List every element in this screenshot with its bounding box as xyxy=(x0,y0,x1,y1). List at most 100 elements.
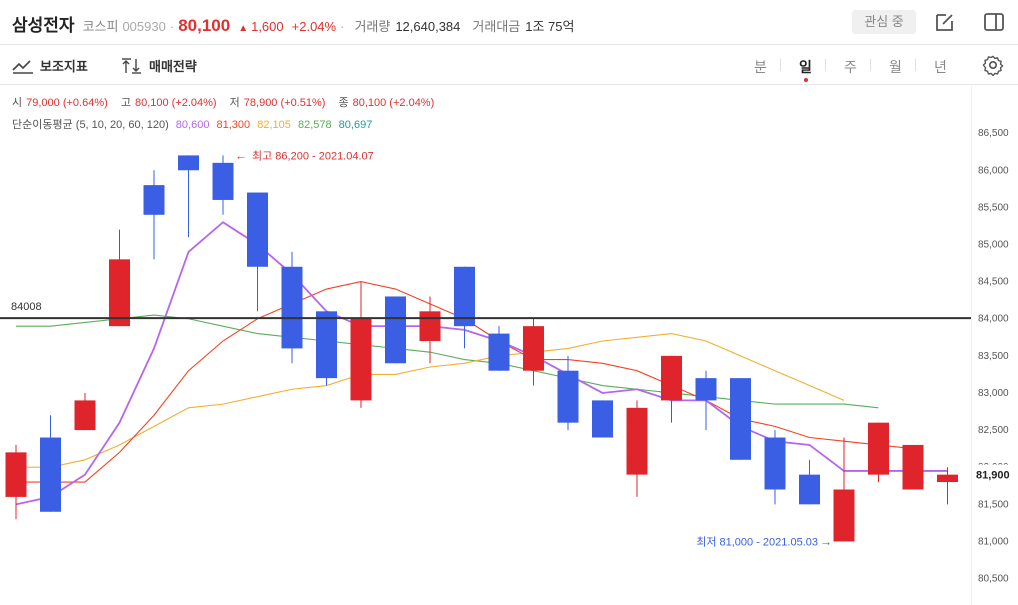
period-divider xyxy=(780,59,781,71)
y-tick-label: 86,500 xyxy=(978,128,1009,139)
y-tick-label: 82,500 xyxy=(978,425,1009,436)
candle-down xyxy=(488,333,510,371)
ma20-value: 82,105 xyxy=(257,119,291,131)
close-value: 80,100 (+2.04%) xyxy=(352,97,435,109)
candle-down xyxy=(730,378,751,460)
up-down-arrows-icon xyxy=(122,57,141,74)
max-arrow-icon: ← xyxy=(235,148,247,162)
y-tick-label: 83,000 xyxy=(978,388,1009,399)
candle-up xyxy=(833,489,855,542)
strategy-label: 매매전략 xyxy=(149,59,197,74)
y-axis-divider xyxy=(971,86,972,605)
period-year[interactable]: 년 xyxy=(934,59,947,75)
separator-dot: · xyxy=(340,19,345,34)
candle-down xyxy=(247,192,268,267)
last-price-label: 81,900 xyxy=(976,470,1010,482)
up-arrow-icon: ▲ xyxy=(238,23,249,34)
y-tick-label: 81,000 xyxy=(978,536,1009,547)
max-price-annotation: 최고 86,200 - 2021.04.07 xyxy=(252,149,374,162)
candle-up xyxy=(937,474,958,483)
last-price-tag xyxy=(972,464,1018,485)
price-change: 1,600 xyxy=(251,19,284,34)
ma120-value: 80,697 xyxy=(338,119,373,131)
candlestick-chart[interactable]: 80,50081,00081,50082,00082,50083,00083,5… xyxy=(0,86,1018,605)
y-tick-label: 80,500 xyxy=(978,574,1009,585)
close-label: 종 xyxy=(338,97,349,109)
period-divider xyxy=(915,59,916,71)
period-minute[interactable]: 분 xyxy=(754,59,767,75)
candle-down xyxy=(212,162,234,200)
separator-dot: · xyxy=(169,19,175,34)
strategy-button[interactable]: 매매전략 xyxy=(121,56,197,75)
interest-button[interactable]: 관심 중 xyxy=(852,10,916,34)
stock-name: 삼성전자 xyxy=(12,16,75,35)
candle-down xyxy=(178,155,199,171)
ohlc-info: 시 79,000 (+0.64%) 고 80,100 (+2.04%) 저 78,90… xyxy=(12,94,438,110)
layout-icon[interactable] xyxy=(982,10,1006,34)
low-value: 78,900 (+0.51%) xyxy=(243,97,326,109)
stock-header: 삼성전자 코스피 005930 · 80,100 ▲ 1,600 +2.04% … xyxy=(0,0,1018,45)
active-period-dot xyxy=(804,78,808,82)
edit-icon[interactable] xyxy=(933,10,957,34)
candle-down xyxy=(143,185,165,215)
candle-down xyxy=(557,370,579,423)
line-chart-icon xyxy=(12,59,33,74)
ma-label: 단순이동평균 (5, 10, 20, 60, 120) xyxy=(12,119,169,131)
ma5-line xyxy=(15,221,948,506)
y-tick-label: 85,500 xyxy=(978,202,1009,213)
period-week[interactable]: 주 xyxy=(844,59,857,75)
candle-up xyxy=(523,326,544,371)
candle-down xyxy=(764,437,786,490)
volume-label: 거래량 xyxy=(354,19,391,34)
settings-gear-icon[interactable] xyxy=(982,54,1004,81)
y-tick-label: 85,000 xyxy=(978,239,1009,250)
low-label: 저 xyxy=(229,97,240,109)
market-name: 코스피 xyxy=(82,19,119,34)
candle-down xyxy=(40,437,61,512)
high-value: 80,100 (+2.04%) xyxy=(134,97,217,109)
candle-up xyxy=(902,444,924,490)
candle-up xyxy=(868,422,889,475)
open-label: 시 xyxy=(12,97,23,109)
candle-up xyxy=(5,452,27,497)
candle-up xyxy=(419,311,441,342)
current-price: 80,100 xyxy=(178,16,231,35)
ma-info: 단순이동평균 (5, 10, 20, 60, 120) 80,600 81,30… xyxy=(12,116,376,132)
y-tick-label: 83,500 xyxy=(978,351,1009,362)
stock-code: 005930 xyxy=(122,19,166,34)
y-tick-label: 81,500 xyxy=(978,499,1009,510)
candle-up xyxy=(109,259,130,327)
candle-down xyxy=(799,474,820,505)
candle-down xyxy=(281,266,303,349)
indicator-button[interactable]: 보조지표 xyxy=(12,56,88,75)
ma10-value: 81,300 xyxy=(216,119,251,131)
y-tick-label: 84,500 xyxy=(978,277,1009,288)
ma60-value: 82,578 xyxy=(297,119,332,131)
min-arrow-icon: → xyxy=(820,534,832,548)
amount-value: 1조 75억 xyxy=(525,19,575,34)
candle-up xyxy=(74,400,96,431)
indicator-label: 보조지표 xyxy=(40,59,88,74)
amount-label: 거래대금 xyxy=(472,19,521,34)
chart-toolbar: 보조지표 매매전략 분 일 주 월 년 xyxy=(0,45,1018,85)
candle-down xyxy=(385,296,406,364)
period-divider xyxy=(870,59,871,71)
open-value: 79,000 (+0.64%) xyxy=(26,97,108,109)
price-change-pct: +2.04% xyxy=(291,19,337,34)
period-divider xyxy=(825,59,826,71)
reference-line-label: 84008 xyxy=(11,301,42,313)
candle-up xyxy=(661,355,682,401)
y-tick-label: 84,000 xyxy=(978,314,1009,325)
ma20-line xyxy=(16,333,845,468)
volume-value: 12,640,384 xyxy=(395,19,461,34)
stock-info-row: 삼성전자 코스피 005930 · 80,100 ▲ 1,600 +2.04% … xyxy=(12,11,574,36)
ma5-value: 80,600 xyxy=(175,119,210,131)
y-tick-label: 86,000 xyxy=(978,165,1009,176)
candle-down xyxy=(695,378,717,401)
period-day[interactable]: 일 xyxy=(799,59,812,75)
high-label: 고 xyxy=(120,97,131,109)
min-price-annotation: 최저 81,000 - 2021.05.03 xyxy=(696,535,818,548)
candle-up xyxy=(626,407,648,475)
candle-down xyxy=(454,266,475,327)
period-month[interactable]: 월 xyxy=(889,59,902,75)
